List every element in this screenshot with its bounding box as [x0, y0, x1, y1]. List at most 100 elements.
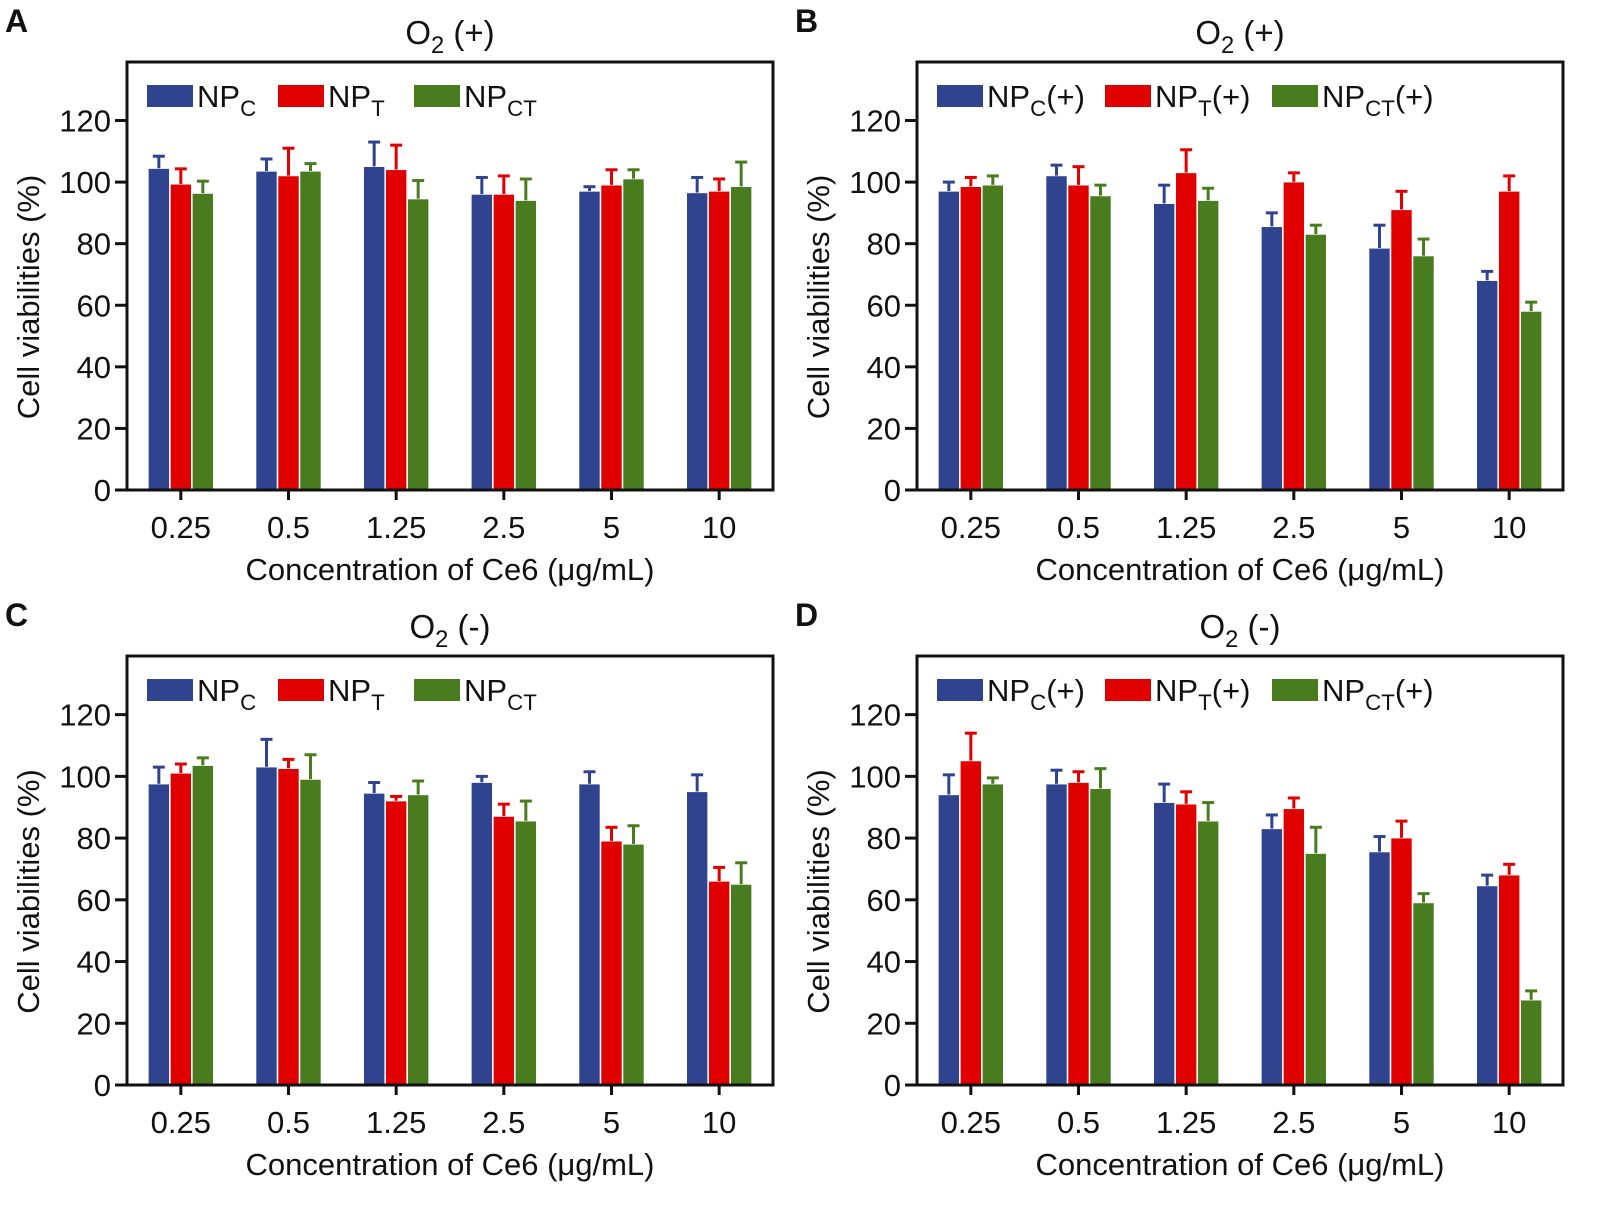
chart-title-main: O: [409, 608, 435, 645]
bar: [255, 766, 278, 1086]
y-tick-label: 60: [867, 883, 901, 918]
chart-title-main: O: [405, 14, 431, 51]
bar: [1045, 783, 1068, 1086]
legend-item: NPCT: [414, 79, 537, 121]
chart-title: O2 (-): [1199, 608, 1280, 653]
x-tick-label: 5: [1393, 1105, 1410, 1140]
legend-swatch: [414, 679, 460, 701]
y-tick-label: 20: [867, 1006, 901, 1041]
legend-label-suffix: (+): [1046, 673, 1085, 708]
bar: [1261, 828, 1283, 1086]
bar: [1283, 181, 1305, 491]
bar: [1520, 311, 1542, 491]
x-tick-label: 1.25: [366, 1105, 426, 1140]
plot-frame: [125, 60, 775, 492]
legend-label-main: NP: [464, 79, 507, 114]
legend-label-sub: C: [1030, 690, 1046, 715]
bar: [622, 178, 645, 491]
y-tick-label: 60: [77, 288, 111, 323]
legend-item: NPCT: [414, 673, 537, 715]
bar: [578, 191, 601, 491]
legend-item: NPT: [278, 673, 385, 715]
legend-label-sub: T: [1198, 96, 1212, 121]
bar: [1305, 234, 1327, 491]
x-tick-label: 0.25: [941, 1105, 1001, 1140]
bar: [1412, 902, 1435, 1086]
bar: [1045, 175, 1068, 491]
y-tick-label: 120: [59, 104, 111, 139]
y-tick-label: 40: [867, 350, 901, 385]
bar: [1305, 853, 1327, 1086]
chart-title-sub: 2: [431, 32, 444, 59]
x-tick-label: 1.25: [366, 510, 426, 545]
bar: [515, 200, 537, 491]
panel-c: C O2 (-) 0 20 40 60 80 100 120 0.25 0.5 1.25 2.5 5 10 C…: [5, 597, 775, 1182]
y-tick-label: 100: [59, 759, 111, 794]
bar: [1067, 782, 1090, 1086]
legend-label: NPC(+): [987, 79, 1085, 121]
y-tick-label: 40: [77, 945, 111, 980]
y-tick-label: 40: [867, 945, 901, 980]
bar: [730, 186, 752, 491]
x-tick-label: 5: [1393, 510, 1410, 545]
x-tick-label: 0.25: [151, 1105, 211, 1140]
bar: [1153, 203, 1175, 491]
chart-title-sub: 2: [435, 626, 448, 653]
y-tick-label: 0: [884, 473, 901, 508]
bar: [148, 168, 170, 491]
x-tick-label: 2.5: [482, 510, 525, 545]
bar: [1197, 820, 1219, 1086]
x-tick-label: 1.25: [1156, 510, 1216, 545]
y-tick-label: 80: [867, 227, 901, 262]
bar: [1390, 209, 1413, 491]
bar: [600, 184, 623, 491]
chart-title-suffix: (-): [448, 608, 490, 645]
legend-label-main: NP: [197, 673, 240, 708]
chart-title-suffix: (+): [1234, 14, 1284, 51]
legend-swatch: [1105, 679, 1151, 701]
bar: [471, 782, 493, 1086]
bar: [686, 791, 708, 1086]
bar: [385, 800, 407, 1086]
bar: [1175, 803, 1197, 1086]
legend-label: NPC: [197, 673, 256, 715]
x-tick-label: 10: [1492, 510, 1526, 545]
panel-letter: C: [5, 597, 28, 633]
panel-letter: B: [795, 3, 818, 39]
legend-label-sub: C: [240, 690, 256, 715]
legend-label-suffix: (+): [1395, 673, 1434, 708]
y-tick-label: 120: [59, 698, 111, 733]
y-tick-label: 20: [77, 1006, 111, 1041]
legend-item: NPCT(+): [1272, 79, 1434, 121]
bar: [192, 765, 214, 1086]
x-tick-label: 10: [702, 1105, 736, 1140]
y-tick-label: 100: [849, 759, 901, 794]
bar: [277, 768, 300, 1086]
y-tick-label: 0: [884, 1068, 901, 1103]
x-axis-label: Concentration of Ce6 (μg/mL): [246, 552, 655, 587]
legend-label-main: NP: [987, 673, 1030, 708]
bar: [407, 794, 429, 1086]
legend-label-sub: CT: [507, 96, 537, 121]
y-tick-label: 60: [77, 883, 111, 918]
legend-item: NPT(+): [1105, 79, 1250, 121]
x-tick-label: 10: [702, 510, 736, 545]
legend-swatch: [937, 85, 983, 107]
bar: [1089, 788, 1112, 1086]
legend-label-sub: C: [1030, 96, 1046, 121]
bar: [1390, 837, 1413, 1086]
legend-label-sub: CT: [507, 690, 537, 715]
legend-item: NPCT(+): [1272, 673, 1434, 715]
y-tick-label: 120: [849, 698, 901, 733]
legend-swatch: [937, 679, 983, 701]
legend-label-main: NP: [464, 673, 507, 708]
bar: [277, 175, 300, 491]
legend-label: NPCT: [464, 673, 537, 715]
legend-label-suffix: (+): [1395, 79, 1434, 114]
y-tick-label: 100: [59, 165, 111, 200]
legend-label-main: NP: [987, 79, 1030, 114]
bar: [1175, 172, 1197, 491]
legend-label-suffix: (+): [1212, 673, 1251, 708]
legend-label-sub: CT: [1365, 96, 1395, 121]
